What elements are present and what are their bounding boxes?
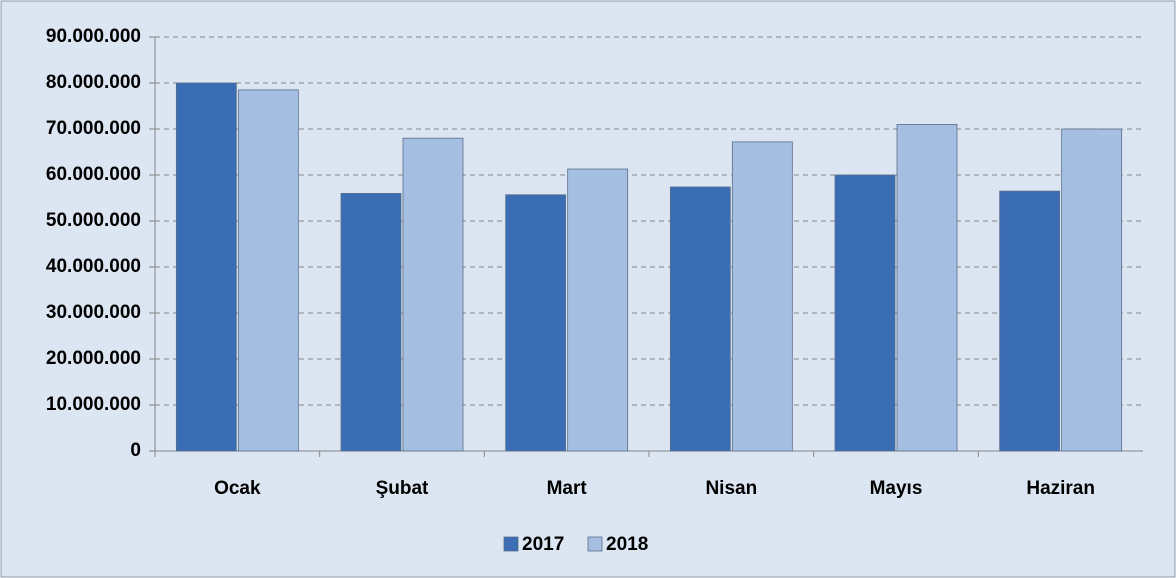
y-tick-label: 40.000.000 [46,256,141,277]
legend-swatch [503,536,519,552]
y-tick-label: 10.000.000 [46,394,141,415]
x-tick-label: Haziran [1026,478,1095,499]
bar [669,186,731,452]
bar [340,192,402,452]
y-tick-label: 80.000.000 [46,72,141,93]
bar [505,194,567,452]
bar [237,89,299,452]
y-tick-label: 60.000.000 [46,164,141,185]
bar [1061,128,1123,452]
legend-label: 2018 [606,534,648,555]
bar [896,124,958,452]
bar [999,190,1061,452]
x-tick-label: Nisan [705,478,757,499]
legend-label: 2017 [522,534,564,555]
bar [175,82,237,452]
y-tick-label: 0 [130,440,141,461]
x-tick-label: Şubat [376,478,429,499]
y-tick-label: 20.000.000 [46,348,141,369]
legend-swatch [587,536,603,552]
bar [834,174,896,452]
x-tick-label: Mayıs [870,478,923,499]
y-tick-label: 50.000.000 [46,210,141,231]
y-tick-label: 70.000.000 [46,118,141,139]
y-tick-label: 90.000.000 [46,26,141,47]
x-tick-label: Ocak [214,478,261,499]
y-tick-label: 30.000.000 [46,302,141,323]
x-tick-label: Mart [547,478,588,499]
bar [731,141,793,452]
bar [567,168,629,452]
bar [402,137,464,452]
